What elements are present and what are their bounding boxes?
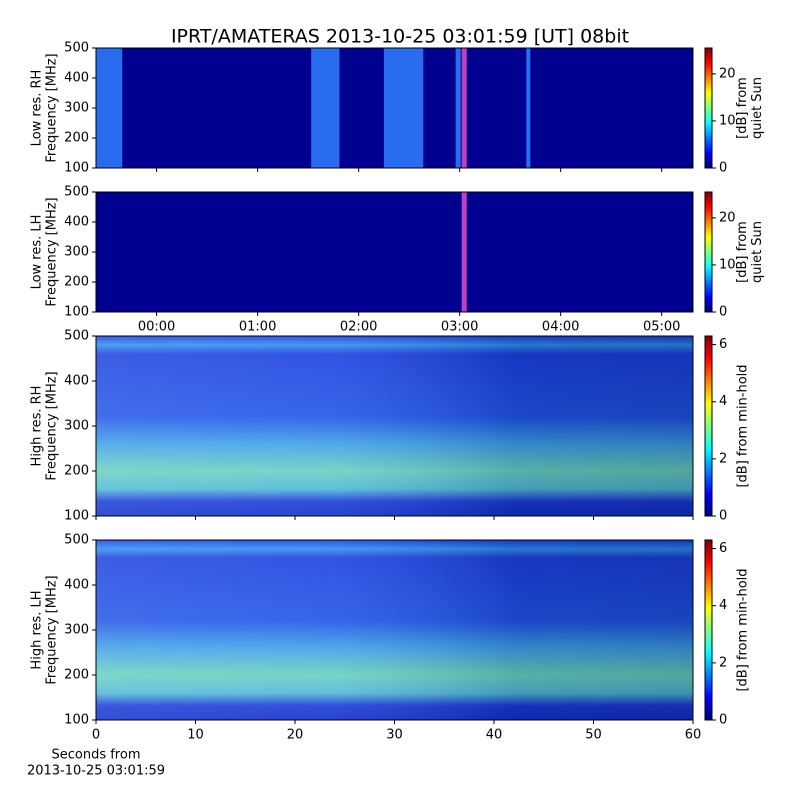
x-tick-label: 60 [685,728,702,743]
y-tick-label: 300 [64,623,89,638]
y-tick-label: 400 [64,578,89,593]
y-tick-label: 400 [64,374,89,389]
x-tick-label: 00:00 [138,320,175,335]
colorbar [704,539,713,721]
colorbar [704,47,713,169]
colorbar-tick-label: 2 [719,655,727,670]
colorbar-tick-label: 20 [719,210,736,225]
y-tick-label: 200 [64,131,89,146]
colorbar-label: [dB] from [735,221,750,283]
x-tick-label: 0 [92,728,100,743]
y-tick-label: 100 [64,305,89,320]
x-tick-label: 04:00 [542,320,579,335]
band [461,192,467,312]
band [526,48,531,168]
colorbar-tick-label: 0 [719,161,727,176]
colorbar-tick-label: 4 [719,394,727,409]
y-tick-label: 100 [64,161,89,176]
colorbar-tick-label: 10 [719,113,736,128]
y-axis-label: Frequency [MHz] [45,197,60,306]
y-tick-label: 300 [64,101,89,116]
colorbar-tick-label: 20 [719,66,736,81]
colorbar-label: quiet Sun [750,221,765,283]
y-tick-label: 100 [64,713,89,728]
colorbar-label: [dB] from [735,77,750,139]
colorbar-tick-label: 6 [719,337,727,352]
colorbar-label: [dB] from min-hold [736,364,751,487]
band [461,48,467,168]
colorbar-tick-label: 4 [719,598,727,613]
y-tick-label: 300 [64,419,89,434]
y-tick-label: 500 [64,41,89,56]
band [383,48,424,168]
colorbar [704,191,713,313]
y-tick-label: 500 [64,329,89,344]
x-tick-label: 40 [486,728,503,743]
x-tick-label: 10 [187,728,204,743]
x-tick-label: 05:00 [643,320,680,335]
band [311,48,340,168]
colorbar-tick-label: 0 [719,305,727,320]
colorbar-tick-label: 6 [719,541,727,556]
x-axis-label: 2013-10-25 03:01:59 [27,764,165,779]
colorbar-tick-label: 2 [719,451,727,466]
colorbar-label: quiet Sun [750,77,765,139]
y-tick-label: 300 [64,245,89,260]
y-axis-label: High res. LH [30,590,45,669]
image-background [96,192,693,312]
colorbar-tick-label: 0 [719,713,727,728]
y-axis-label: High res. RH [30,386,45,467]
x-tick-label: 01:00 [239,320,276,335]
y-tick-label: 400 [64,215,89,230]
colorbar-tick-label: 0 [719,509,727,524]
y-tick-label: 200 [64,275,89,290]
y-tick-label: 500 [64,185,89,200]
y-axis-label: Frequency [MHz] [45,575,60,684]
band [455,48,461,168]
x-tick-label: 20 [287,728,304,743]
y-axis-label: Low res. LH [30,215,45,290]
x-tick-label: 02:00 [340,320,377,335]
image-shade [96,336,693,516]
colorbar-label: [dB] from min-hold [736,568,751,691]
y-tick-label: 500 [64,533,89,548]
chart-title: IPRT/AMATERAS 2013-10-25 03:01:59 [UT] 0… [171,26,629,48]
colorbar-tick-label: 10 [719,257,736,272]
y-tick-label: 100 [64,509,89,524]
band [96,48,123,168]
image-shade [96,540,693,720]
y-tick-label: 200 [64,668,89,683]
y-axis-label: Low res. RH [30,70,45,147]
x-tick-label: 03:00 [441,320,478,335]
y-tick-label: 400 [64,71,89,86]
x-tick-label: 30 [386,728,403,743]
y-tick-label: 200 [64,464,89,479]
colorbar [704,335,713,517]
x-tick-label: 50 [585,728,602,743]
y-axis-label: Frequency [MHz] [45,53,60,162]
y-axis-label: Frequency [MHz] [45,371,60,480]
x-axis-label: Seconds from [51,748,140,763]
